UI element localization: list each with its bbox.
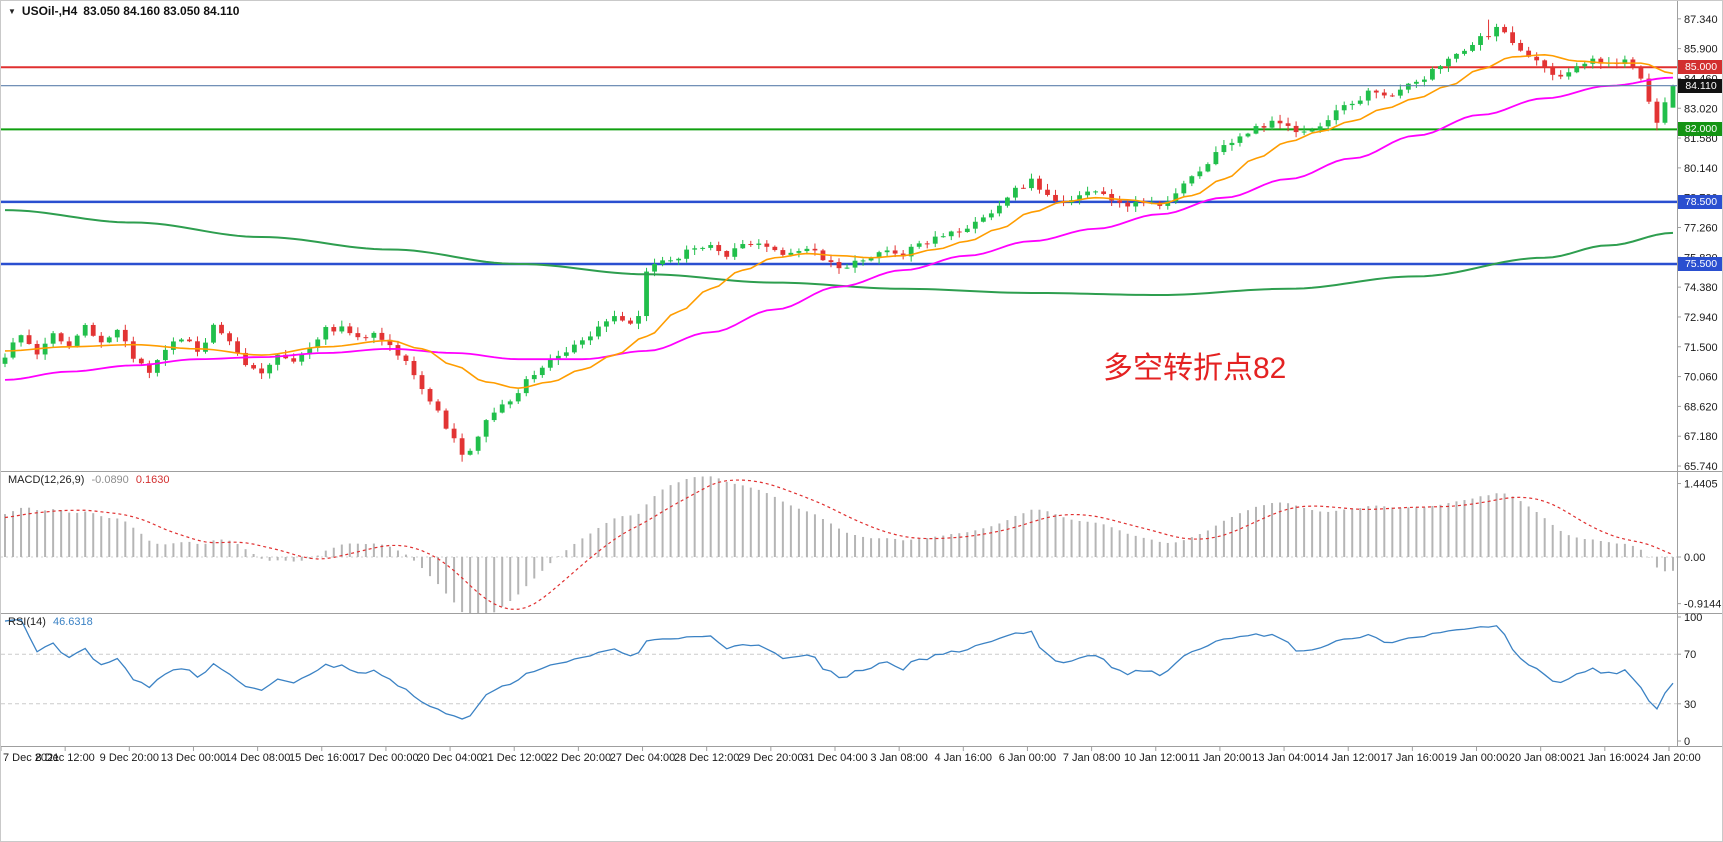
chart-title: ▼ USOil-,H4 83.050 84.160 83.050 84.110 [8, 4, 239, 18]
svg-text:15 Dec 16:00: 15 Dec 16:00 [289, 752, 354, 764]
svg-text:29 Dec 20:00: 29 Dec 20:00 [738, 752, 803, 764]
svg-text:27 Dec 04:00: 27 Dec 04:00 [610, 752, 675, 764]
svg-text:80.140: 80.140 [1684, 163, 1718, 175]
svg-text:19 Jan 00:00: 19 Jan 00:00 [1445, 752, 1509, 764]
svg-text:65.740: 65.740 [1684, 461, 1718, 473]
svg-text:0: 0 [1684, 736, 1690, 748]
ma-fast-line [4, 54, 1674, 389]
svg-text:0.00: 0.00 [1684, 552, 1705, 564]
svg-text:7 Jan 08:00: 7 Jan 08:00 [1063, 752, 1121, 764]
svg-text:70.060: 70.060 [1684, 372, 1718, 384]
svg-text:21 Dec 12:00: 21 Dec 12:00 [482, 752, 547, 764]
svg-text:7 Dec 2021: 7 Dec 2021 [3, 752, 59, 764]
svg-text:87.340: 87.340 [1684, 14, 1718, 26]
svg-text:74.380: 74.380 [1684, 282, 1718, 294]
rsi-line [4, 618, 1674, 720]
svg-text:85.900: 85.900 [1684, 44, 1718, 56]
macd-value-signal: 0.1630 [135, 474, 170, 486]
rsi-pane-layer [1, 618, 1677, 720]
svg-text:83.020: 83.020 [1684, 103, 1718, 115]
ma-mid-line [4, 76, 1674, 381]
hline-badge-78500: 78.500 [1678, 194, 1722, 209]
hline-badge-82000: 82.000 [1678, 122, 1722, 137]
hline-badge-85000: 85.000 [1678, 60, 1722, 75]
svg-text:77.260: 77.260 [1684, 223, 1718, 235]
chart-annotation-text: 多空转折点82 [1103, 352, 1287, 385]
svg-text:70: 70 [1684, 649, 1696, 661]
candles-layer [2, 19, 1676, 462]
chart-title-ohlc: 83.050 84.160 83.050 84.110 [83, 4, 240, 18]
svg-text:14 Jan 12:00: 14 Jan 12:00 [1316, 752, 1380, 764]
svg-text:17 Jan 16:00: 17 Jan 16:00 [1381, 752, 1445, 764]
svg-text:67.180: 67.180 [1684, 431, 1718, 443]
svg-text:20 Dec 04:00: 20 Dec 04:00 [417, 752, 482, 764]
rsi-value: 46.6318 [52, 616, 93, 628]
chart-marker-icon: ▼ [8, 6, 16, 16]
macd-indicator-label: MACD(12,26,9) -0.0890 0.1630 [8, 474, 170, 486]
svg-text:28 Dec 12:00: 28 Dec 12:00 [674, 752, 739, 764]
svg-text:31 Dec 04:00: 31 Dec 04:00 [802, 752, 867, 764]
svg-text:6 Jan 00:00: 6 Jan 00:00 [999, 752, 1057, 764]
svg-text:1.4405: 1.4405 [1684, 479, 1718, 491]
svg-text:9 Dec 20:00: 9 Dec 20:00 [100, 752, 159, 764]
svg-text:17 Dec 00:00: 17 Dec 00:00 [353, 752, 418, 764]
ma-slow-line [4, 209, 1674, 297]
svg-text:11 Jan 20:00: 11 Jan 20:00 [1189, 752, 1252, 764]
svg-text:4 Jan 16:00: 4 Jan 16:00 [935, 752, 993, 764]
svg-text:71.500: 71.500 [1684, 342, 1718, 354]
rsi-indicator-label: RSI(14) 46.6318 [8, 616, 93, 628]
macd-pane-layer [1, 476, 1677, 613]
svg-text:10 Jan 12:00: 10 Jan 12:00 [1124, 752, 1188, 764]
svg-text:100: 100 [1684, 612, 1702, 624]
macd-value-main: -0.0890 [91, 474, 129, 486]
svg-text:30: 30 [1684, 699, 1696, 711]
svg-text:3 Jan 08:00: 3 Jan 08:00 [870, 752, 928, 764]
rsi-name: RSI(14) [8, 616, 46, 628]
current-price-badge: 84.110 [1678, 78, 1722, 93]
svg-text:20 Jan 08:00: 20 Jan 08:00 [1509, 752, 1573, 764]
svg-text:68.620: 68.620 [1684, 401, 1718, 413]
svg-text:72.940: 72.940 [1684, 312, 1718, 324]
horizontal-lines-layer[interactable] [1, 66, 1677, 266]
svg-text:22 Dec 20:00: 22 Dec 20:00 [546, 752, 611, 764]
svg-text:13 Jan 04:00: 13 Jan 04:00 [1252, 752, 1316, 764]
chart-title-symbol: USOil-,H4 [21, 4, 78, 18]
svg-text:14 Dec 08:00: 14 Dec 08:00 [225, 752, 290, 764]
svg-text:-0.9144: -0.9144 [1684, 599, 1721, 611]
svg-text:24 Jan 20:00: 24 Jan 20:00 [1637, 752, 1701, 764]
svg-text:8 Dec 12:00: 8 Dec 12:00 [35, 752, 94, 764]
svg-text:13 Dec 00:00: 13 Dec 00:00 [161, 752, 226, 764]
macd-signal-line [4, 479, 1674, 610]
macd-name: MACD(12,26,9) [8, 474, 85, 486]
hline-badge-75500: 75.500 [1678, 256, 1722, 271]
svg-text:21 Jan 16:00: 21 Jan 16:00 [1573, 752, 1637, 764]
